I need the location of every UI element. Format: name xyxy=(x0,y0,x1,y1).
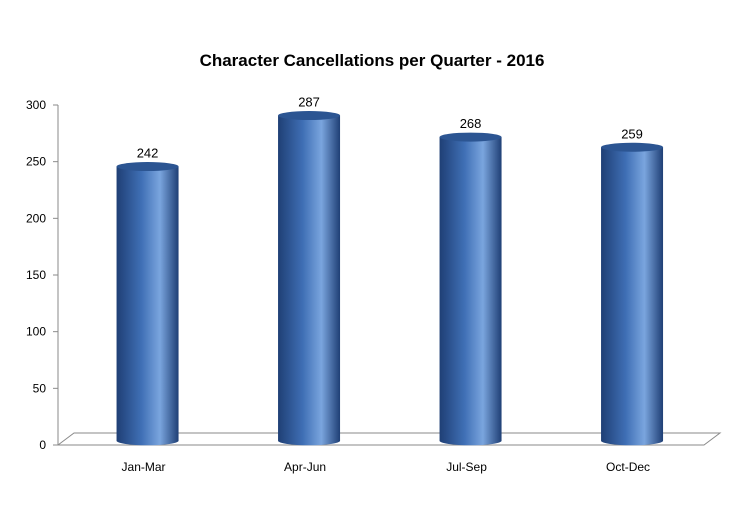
y-tick-label: 250 xyxy=(26,155,46,169)
bar-top xyxy=(278,111,341,121)
bar xyxy=(601,147,664,446)
bar xyxy=(439,137,502,446)
y-tick-label: 150 xyxy=(26,268,46,282)
data-label: 242 xyxy=(137,146,159,161)
bars xyxy=(116,111,664,446)
bar-top xyxy=(116,162,179,172)
x-tick-label: Jul-Sep xyxy=(446,460,487,474)
x-tick-label: Jan-Mar xyxy=(122,460,166,474)
y-tick-label: 200 xyxy=(26,211,46,225)
bar xyxy=(278,115,341,446)
axes xyxy=(53,104,722,446)
data-label: 268 xyxy=(460,116,482,131)
x-tick-label: Apr-Jun xyxy=(284,460,326,474)
y-tick-label: 50 xyxy=(33,381,47,395)
bar-top xyxy=(601,142,664,152)
y-tick-label: 0 xyxy=(39,438,46,452)
data-label: 259 xyxy=(621,126,643,141)
y-tick-label: 300 xyxy=(26,98,46,112)
data-label: 287 xyxy=(298,95,320,110)
labels: 0 50 100 150 200 250 300 242 Jan-Mar 287 Apr-Jun 26… xyxy=(26,95,650,474)
y-tick-label: 100 xyxy=(26,325,46,339)
bar xyxy=(116,166,179,446)
bar-top xyxy=(439,132,502,142)
x-tick-label: Oct-Dec xyxy=(606,460,650,474)
chart-title: Character Cancellations per Quarter - 20… xyxy=(200,51,545,70)
